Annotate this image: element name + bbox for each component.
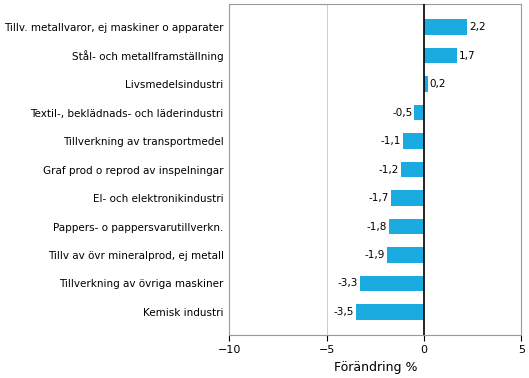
Text: -1,8: -1,8 xyxy=(367,222,387,231)
Text: -1,1: -1,1 xyxy=(380,136,400,146)
X-axis label: Förändring %: Förändring % xyxy=(333,361,417,374)
Text: -0,5: -0,5 xyxy=(392,107,412,118)
Bar xyxy=(391,190,424,206)
Text: 2,2: 2,2 xyxy=(469,22,486,32)
Bar xyxy=(424,19,467,35)
Bar xyxy=(414,105,424,120)
Text: -1,7: -1,7 xyxy=(369,193,389,203)
Bar xyxy=(403,133,424,149)
Text: -1,2: -1,2 xyxy=(378,164,399,175)
Text: -1,9: -1,9 xyxy=(364,250,385,260)
Bar xyxy=(360,276,424,291)
Bar xyxy=(424,48,457,64)
Text: -3,3: -3,3 xyxy=(338,279,358,288)
Bar xyxy=(389,218,424,234)
Bar xyxy=(387,247,424,263)
Text: 0,2: 0,2 xyxy=(430,79,446,89)
Bar xyxy=(356,304,424,320)
Text: 1,7: 1,7 xyxy=(459,51,476,60)
Bar xyxy=(400,162,424,177)
Bar xyxy=(424,76,428,92)
Text: -3,5: -3,5 xyxy=(333,307,354,317)
